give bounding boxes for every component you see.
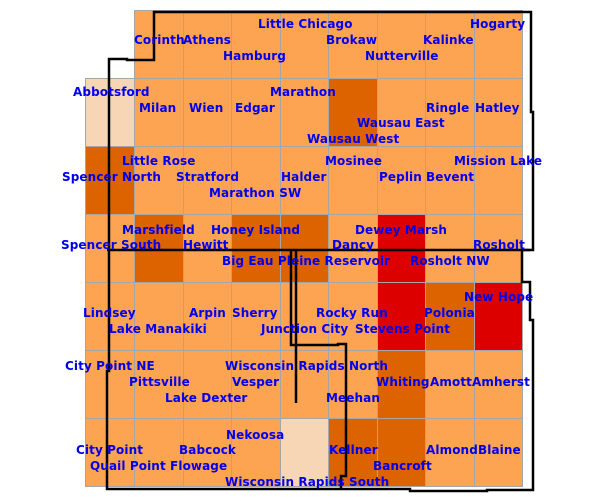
place-label-bevent[interactable]: Bevent [426,170,475,184]
place-label-city-point-ne[interactable]: City Point NE [65,359,155,373]
place-label-babcock[interactable]: Babcock [179,443,236,457]
place-label-pittsville[interactable]: Pittsville [129,375,190,389]
place-label-amott[interactable]: Amott [430,375,473,389]
place-label-kalinke[interactable]: Kalinke [423,33,474,47]
place-label-marathon-sw[interactable]: Marathon SW [209,186,302,200]
place-label-meehan[interactable]: Meehan [326,391,381,405]
place-label-mosinee[interactable]: Mosinee [325,154,382,168]
map-cell-medium[interactable] [134,282,184,351]
place-label-blaine[interactable]: Blaine [478,443,521,457]
place-label-hatley[interactable]: Hatley [475,101,520,115]
place-label-hogarty[interactable]: Hogarty [470,17,526,31]
place-label-ringle[interactable]: Ringle [426,101,470,115]
place-label-stratford[interactable]: Stratford [176,170,240,184]
place-label-rocky-run[interactable]: Rocky Run [316,306,388,320]
place-label-wisconsin-rapids-north[interactable]: Wisconsin Rapids North [225,359,389,373]
place-label-rosholt-nw[interactable]: Rosholt NW [410,254,490,268]
place-label-wien[interactable]: Wien [189,101,224,115]
place-label-hamburg[interactable]: Hamburg [223,49,286,63]
place-label-lake-manakiki[interactable]: Lake Manakiki [109,322,207,336]
place-label-little-rose[interactable]: Little Rose [122,154,196,168]
place-label-polonia[interactable]: Polonia [424,306,475,320]
place-label-wausau-west[interactable]: Wausau West [307,132,400,146]
place-label-whiting[interactable]: Whiting [376,375,430,389]
place-label-kellner[interactable]: Kellner [329,443,378,457]
place-label-honey-island[interactable]: Honey Island [211,223,301,237]
place-label-nekoosa[interactable]: Nekoosa [226,428,285,442]
place-label-quail-point-flowage[interactable]: Quail Point Flowage [90,459,228,473]
place-label-dancy[interactable]: Dancy [332,238,375,252]
place-label-lindsey[interactable]: Lindsey [83,306,136,320]
place-label-marathon[interactable]: Marathon [270,85,336,99]
place-label-peplin[interactable]: Peplin [379,170,422,184]
place-label-halder[interactable]: Halder [281,170,327,184]
place-label-rosholt[interactable]: Rosholt [473,238,525,252]
place-label-lake-dexter[interactable]: Lake Dexter [165,391,248,405]
place-label-athens[interactable]: Athens [183,33,231,47]
place-label-little-chicago[interactable]: Little Chicago [258,17,353,31]
map-cell-medium[interactable] [377,10,426,79]
place-label-arpin[interactable]: Arpin [189,306,226,320]
place-label-milan[interactable]: Milan [139,101,177,115]
place-label-nutterville[interactable]: Nutterville [365,49,439,63]
place-label-marshfield[interactable]: Marshfield [122,223,195,237]
place-label-mission-lake[interactable]: Mission Lake [454,154,543,168]
place-label-wisconsin-rapids-south[interactable]: Wisconsin Rapids South [225,475,390,489]
place-label-spencer-north[interactable]: Spencer North [62,170,162,184]
place-label-hewitt[interactable]: Hewitt [183,238,229,252]
place-label-sherry[interactable]: Sherry [232,306,278,320]
place-label-city-point[interactable]: City Point [76,443,144,457]
place-label-dewey-marsh[interactable]: Dewey Marsh [355,223,448,237]
place-label-almond[interactable]: Almond [426,443,478,457]
place-label-corinth[interactable]: Corinth [134,33,185,47]
place-label-brokaw[interactable]: Brokaw [326,33,378,47]
place-label-bancroft[interactable]: Bancroft [373,459,432,473]
place-label-wausau-east[interactable]: Wausau East [357,116,445,130]
place-label-big-eau-pleine-reservoir[interactable]: Big Eau Pleine Reservoir [222,254,391,268]
place-label-spencer-south[interactable]: Spencer South [61,238,162,252]
place-label-new-hope[interactable]: New Hope [464,290,534,304]
place-label-stevens-point[interactable]: Stevens Point [355,322,451,336]
place-label-edgar[interactable]: Edgar [235,101,275,115]
place-label-abbotsford[interactable]: Abbotsford [73,85,150,99]
place-label-amherst[interactable]: Amherst [472,375,530,389]
place-label-vesper[interactable]: Vesper [232,375,280,389]
place-label-junction-city[interactable]: Junction City [261,322,349,336]
